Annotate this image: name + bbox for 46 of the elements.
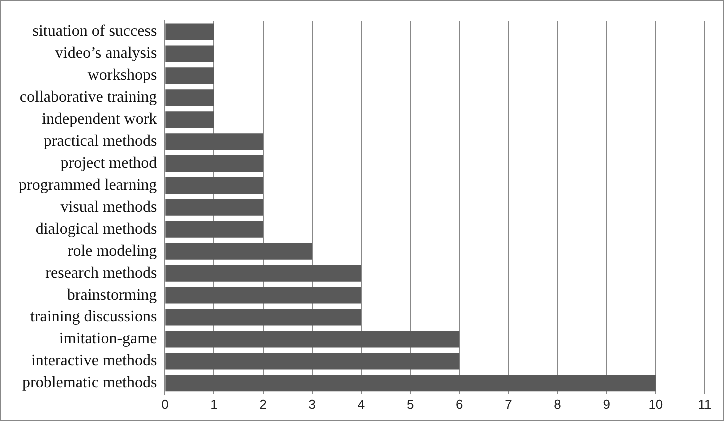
y-tick-label: independent work [42, 111, 158, 128]
bar [166, 265, 362, 282]
bar [166, 156, 264, 172]
bar [166, 112, 214, 128]
y-tick-label: role modeling [68, 242, 158, 260]
bar [166, 331, 460, 348]
bar [166, 287, 362, 304]
y-tick-label: programmed learning [19, 176, 158, 194]
y-tick-label: imitation-game [59, 330, 158, 348]
bar [166, 90, 214, 106]
bar [166, 221, 264, 238]
x-tick-label: 9 [603, 396, 610, 412]
x-tick-label: 4 [358, 396, 366, 412]
x-tick-label: 11 [698, 396, 712, 412]
bar [166, 24, 214, 40]
x-tick-label: 8 [554, 396, 562, 412]
bar [166, 46, 214, 62]
x-tick-label: 0 [162, 396, 169, 412]
bar [166, 199, 264, 216]
y-tick-label: brainstorming [67, 286, 158, 304]
x-tick-label: 6 [456, 396, 464, 412]
x-tick-label: 2 [260, 396, 267, 412]
y-tick-label: collaborative training [20, 89, 158, 106]
x-tick-label: 10 [648, 396, 664, 412]
y-tick-label: situation of success [32, 23, 158, 40]
y-tick-label: visual methods [60, 198, 158, 216]
y-tick-label: training discussions [30, 308, 158, 326]
bar [166, 68, 214, 84]
y-tick-label: practical methods [44, 133, 158, 150]
bar [166, 353, 460, 370]
y-tick-label: dialogical methods [36, 220, 158, 238]
y-tick-label: interactive methods [31, 352, 158, 370]
bar [166, 375, 656, 392]
x-tick-label: 1 [210, 396, 218, 412]
y-tick-label: project method [60, 154, 158, 172]
x-tick-label: 5 [406, 396, 414, 412]
y-tick-label: research methods [46, 264, 158, 282]
bar [166, 243, 312, 260]
bar [166, 134, 264, 150]
x-tick-label: 3 [308, 396, 316, 412]
bar [166, 309, 362, 326]
bar [166, 178, 264, 194]
x-tick-label: 7 [505, 396, 512, 412]
y-tick-label: problematic methods [22, 374, 158, 392]
y-tick-label: video’s analysis [55, 45, 158, 62]
y-tick-label: workshops [88, 67, 158, 84]
